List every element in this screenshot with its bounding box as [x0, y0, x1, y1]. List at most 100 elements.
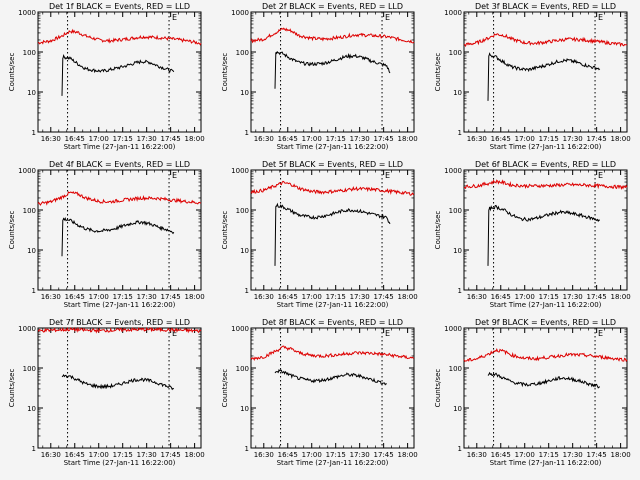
marker-label: E [385, 171, 390, 180]
series-events-line [61, 217, 175, 257]
x-tick-label: 17:30 [350, 293, 370, 301]
x-tick-label: 17:00 [515, 293, 535, 301]
x-tick-label: 16:30 [467, 451, 487, 459]
plot-frame [463, 327, 628, 449]
y-tick-label: 1000 [231, 167, 249, 175]
x-tick-label: 17:15 [539, 293, 559, 301]
y-tick-label: 10 [453, 247, 462, 255]
x-axis-label: Start Time (27-Jan-11 16:22:00) [277, 143, 389, 151]
chart-panel-9: Det 9f BLACK = Events, RED = LLD 1 10 100 10… [434, 318, 631, 467]
x-tick-label: 17:00 [302, 451, 322, 459]
x-tick-label: 17:15 [539, 135, 559, 143]
x-tick-label: 18:00 [398, 135, 418, 143]
y-tick-label: 100 [449, 49, 462, 57]
y-tick-label: 100 [236, 207, 249, 215]
x-tick-label: 16:45 [278, 135, 298, 143]
x-axis-label: Start Time (27-Jan-11 16:22:00) [64, 143, 176, 151]
x-tick-label: 17:15 [326, 451, 346, 459]
series-events-line [487, 52, 601, 101]
y-tick-label: 1 [458, 445, 462, 453]
x-tick-label: 17:45 [587, 293, 607, 301]
marker-label: E [385, 13, 390, 22]
series-events-line [61, 374, 175, 391]
chart-panel-1: Det 1f BLACK = Events, RED = LLD 1 10 100 10… [8, 2, 205, 151]
x-tick-label: 17:30 [137, 135, 157, 143]
y-tick-label: 10 [240, 405, 249, 413]
chart-panel-8: Det 8f BLACK = Events, RED = LLD 1 10 100 10… [221, 318, 418, 467]
x-tick-label: 17:30 [350, 451, 370, 459]
x-tick-label: 17:00 [302, 135, 322, 143]
marker-label: E [598, 329, 603, 338]
series-lld-line [250, 27, 415, 44]
y-tick-label: 10 [240, 247, 249, 255]
y-tick-label: 1 [32, 129, 36, 137]
x-tick-label: 17:45 [161, 451, 181, 459]
chart-title: Det 6f BLACK = Events, RED = LLD [475, 160, 616, 169]
y-tick-label: 1 [32, 287, 36, 295]
chart-panel-3: Det 3f BLACK = Events, RED = LLD 1 10 100 10… [434, 2, 631, 151]
series-events-line [274, 202, 391, 266]
marker-label: E [385, 329, 390, 338]
x-tick-label: 17:00 [302, 293, 322, 301]
y-axis-label: Counts/sec [434, 53, 442, 92]
series-lld-line [463, 179, 628, 190]
x-tick-label: 18:00 [611, 135, 631, 143]
y-tick-label: 100 [236, 49, 249, 57]
x-tick-label: 16:30 [467, 293, 487, 301]
series-events-line [274, 50, 391, 89]
x-tick-label: 17:30 [563, 451, 583, 459]
x-tick-label: 17:30 [350, 135, 370, 143]
x-tick-label: 16:45 [65, 451, 85, 459]
x-tick-label: 18:00 [398, 293, 418, 301]
x-tick-label: 16:45 [491, 451, 511, 459]
y-tick-label: 100 [449, 365, 462, 373]
plot-frame [37, 169, 202, 291]
series-lld-line [250, 345, 415, 361]
x-tick-label: 17:15 [326, 293, 346, 301]
x-tick-label: 16:45 [491, 293, 511, 301]
y-axis-label: Counts/sec [8, 211, 16, 250]
x-tick-label: 17:30 [563, 293, 583, 301]
x-tick-label: 18:00 [185, 293, 205, 301]
y-axis-label: Counts/sec [8, 53, 16, 92]
x-tick-label: 16:30 [41, 135, 61, 143]
x-tick-label: 16:30 [254, 135, 274, 143]
chart-title: Det 1f BLACK = Events, RED = LLD [49, 2, 190, 11]
series-events-line [274, 368, 387, 386]
x-tick-label: 17:15 [113, 293, 133, 301]
series-lld-line [37, 326, 202, 334]
x-tick-label: 17:15 [113, 135, 133, 143]
chart-title: Det 4f BLACK = Events, RED = LLD [49, 160, 190, 169]
plot-frame [37, 11, 202, 133]
y-tick-label: 100 [236, 365, 249, 373]
x-tick-label: 17:15 [326, 135, 346, 143]
x-axis-label: Start Time (27-Jan-11 16:22:00) [490, 143, 602, 151]
series-lld-line [463, 33, 628, 48]
x-axis-label: Start Time (27-Jan-11 16:22:00) [490, 459, 602, 467]
y-tick-label: 10 [240, 89, 249, 97]
x-tick-label: 18:00 [185, 135, 205, 143]
x-tick-label: 16:30 [467, 135, 487, 143]
x-tick-label: 17:45 [161, 293, 181, 301]
plot-frame [250, 169, 415, 291]
y-tick-label: 1000 [444, 9, 462, 17]
y-tick-label: 1 [245, 129, 249, 137]
plot-frame [37, 327, 202, 449]
y-tick-label: 10 [453, 405, 462, 413]
x-tick-label: 18:00 [611, 451, 631, 459]
x-tick-label: 16:45 [65, 293, 85, 301]
y-axis-label: Counts/sec [434, 211, 442, 250]
series-lld-line [37, 28, 202, 46]
x-tick-label: 17:15 [539, 451, 559, 459]
x-tick-label: 17:30 [563, 135, 583, 143]
series-lld-line [37, 191, 202, 206]
y-axis-label: Counts/sec [434, 369, 442, 408]
x-tick-label: 16:45 [278, 451, 298, 459]
x-tick-label: 17:00 [515, 451, 535, 459]
y-tick-label: 1000 [444, 325, 462, 333]
x-tick-label: 16:45 [65, 135, 85, 143]
x-tick-label: 17:00 [89, 451, 109, 459]
y-tick-label: 100 [449, 207, 462, 215]
chart-title: Det 8f BLACK = Events, RED = LLD [262, 318, 403, 327]
